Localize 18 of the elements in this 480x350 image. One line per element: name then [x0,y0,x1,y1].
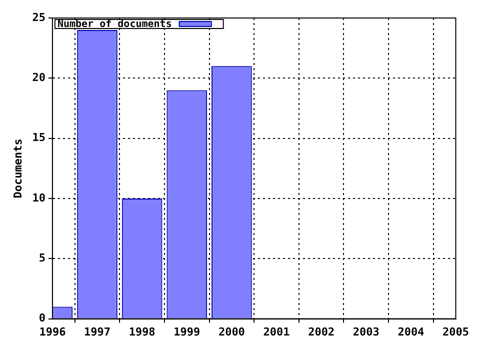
y-tick-label: 0 [38,312,46,325]
y-tick-label: 10 [32,191,46,204]
x-tick-label: 1999 [174,325,200,338]
x-tick-label: 1996 [39,325,66,338]
y-tick-label: 20 [32,71,46,84]
x-tick-label: 2004 [398,325,425,338]
x-tick-label: 2005 [442,325,470,338]
x-tick-label: 1998 [128,325,156,338]
y-tick-label: 25 [32,10,46,24]
x-tick-label: 2000 [218,325,245,338]
x-tick-label: 2003 [352,325,380,338]
y-tick-label: 15 [32,131,46,144]
y-tick-label: 5 [38,252,46,264]
x-tick-label: 1997 [84,325,111,338]
y-axis-title: Documents [11,138,24,198]
x-tick-label: 2001 [263,325,290,338]
legend-label: Number of documents [57,19,172,30]
x-tick-label: 2002 [308,325,335,338]
